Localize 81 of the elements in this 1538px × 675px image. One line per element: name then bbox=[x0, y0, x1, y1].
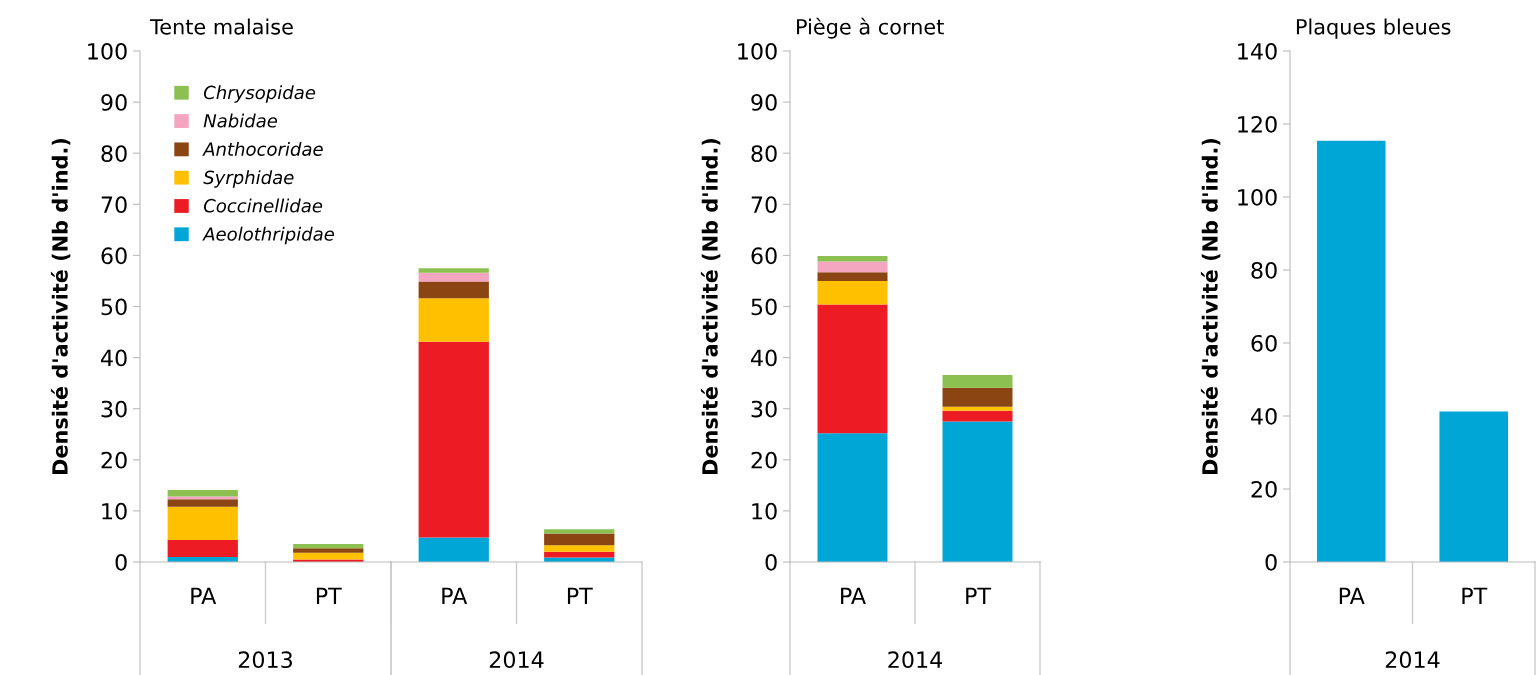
x-tick-label: PA bbox=[442, 587, 468, 604]
bar bbox=[817, 280, 888, 305]
y-tick-label: 100 bbox=[738, 42, 777, 60]
y-tick-label: 120 bbox=[1238, 115, 1277, 133]
bar bbox=[418, 298, 489, 342]
y-tick-label: 80 bbox=[751, 145, 777, 162]
y-tick-label: 20 bbox=[1251, 480, 1277, 498]
y-tick-label: 70 bbox=[751, 196, 777, 214]
x-tick-label: PA bbox=[841, 587, 866, 604]
x-tick-label: PA bbox=[191, 587, 217, 604]
bar bbox=[418, 268, 489, 273]
y-tick-label: 20 bbox=[751, 451, 777, 469]
text: 2014 bbox=[1385, 651, 1440, 669]
bar bbox=[418, 341, 489, 538]
bar bbox=[942, 421, 1013, 562]
bar bbox=[293, 544, 364, 549]
y-tick-label: 40 bbox=[751, 349, 777, 367]
bar bbox=[418, 537, 489, 562]
bar bbox=[942, 406, 1013, 411]
bar bbox=[544, 533, 615, 546]
bar bbox=[167, 540, 238, 557]
bar bbox=[418, 272, 489, 282]
legend-label: Chrysopidae bbox=[203, 85, 316, 103]
bar bbox=[167, 506, 238, 541]
y-tick-label: 10 bbox=[752, 502, 777, 520]
y-tick-label: 60 bbox=[751, 247, 777, 265]
bar bbox=[544, 545, 615, 552]
y-axis-title: Densité d'activité (Nb d'ind.) bbox=[700, 138, 721, 474]
bar bbox=[167, 499, 238, 507]
legend-label: Nabidae bbox=[203, 113, 278, 128]
y-tick-label: 30 bbox=[101, 400, 127, 418]
bar bbox=[942, 387, 1013, 407]
bar bbox=[418, 281, 489, 299]
y-tick-label: 50 bbox=[751, 298, 777, 316]
y-tick-label: 0 bbox=[115, 553, 127, 571]
y-tick-label: 30 bbox=[751, 400, 777, 418]
chart-title: Tente malaise bbox=[149, 18, 293, 35]
text: 2013 bbox=[238, 651, 292, 669]
chart-title: Piège à cornet bbox=[797, 17, 944, 39]
x-tick-label: PT bbox=[966, 587, 992, 604]
y-tick-label: 40 bbox=[1251, 407, 1277, 425]
y-tick-label: 80 bbox=[101, 145, 127, 162]
x-tick-label: PT bbox=[316, 587, 342, 604]
bar bbox=[942, 410, 1013, 422]
bar bbox=[817, 255, 888, 262]
y-tick-label: 90 bbox=[751, 94, 777, 111]
y-tick-label: 60 bbox=[101, 247, 127, 265]
y-tick-label: 90 bbox=[101, 94, 127, 111]
legend-label: Coccinellidae bbox=[203, 198, 323, 213]
y-tick-label: 140 bbox=[1238, 42, 1277, 60]
bar bbox=[293, 548, 364, 553]
y-tick-label: 50 bbox=[101, 298, 127, 316]
y-tick-label: 0 bbox=[765, 553, 777, 571]
bar bbox=[817, 261, 888, 273]
text: 2014 bbox=[489, 651, 544, 669]
bar bbox=[167, 489, 238, 497]
legend-label: Anthocoridae bbox=[202, 141, 323, 156]
legend-label: Syrphidae bbox=[203, 170, 294, 188]
y-tick-label: 20 bbox=[101, 451, 127, 469]
y-axis-title: Densité d'activité (Nb d'ind.) bbox=[1200, 138, 1221, 474]
y-tick-label: 60 bbox=[1251, 334, 1277, 352]
y-tick-label: 100 bbox=[88, 42, 127, 60]
bar bbox=[293, 552, 364, 560]
y-tick-label: 70 bbox=[101, 196, 127, 214]
bar bbox=[817, 433, 888, 562]
text: 2014 bbox=[888, 651, 943, 669]
bar bbox=[817, 272, 888, 281]
bar bbox=[544, 529, 615, 534]
bar bbox=[817, 304, 888, 434]
y-tick-label: 40 bbox=[101, 349, 127, 367]
x-tick-label: PT bbox=[567, 587, 593, 604]
bar bbox=[942, 374, 1013, 388]
y-tick-label: 10 bbox=[102, 502, 127, 520]
legend-label: Aeolothripidae bbox=[202, 226, 335, 245]
chart-title: Plaques bleues bbox=[1296, 18, 1451, 39]
x-tick-label: PA bbox=[1339, 587, 1365, 604]
y-tick-label: 0 bbox=[1265, 553, 1277, 571]
x-tick-label: PT bbox=[1462, 587, 1488, 604]
y-tick-label: 100 bbox=[1238, 188, 1277, 206]
y-tick-label: 80 bbox=[1251, 261, 1277, 279]
y-axis-title: Densité d'activité (Nb d'ind.) bbox=[50, 138, 71, 474]
